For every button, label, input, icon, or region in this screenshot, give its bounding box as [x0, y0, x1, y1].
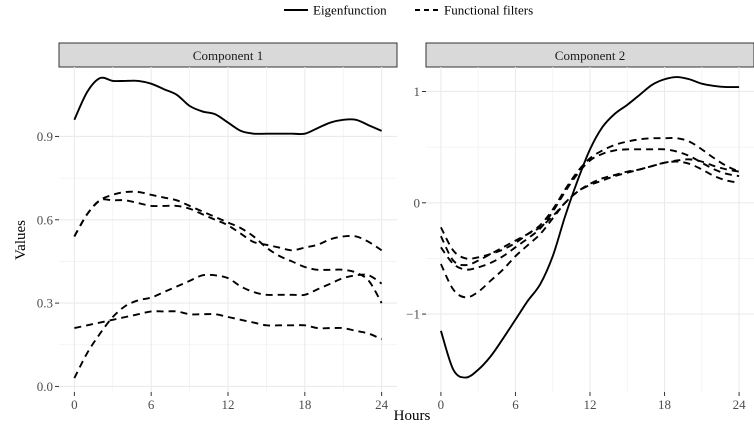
- x-tick-label: 24: [733, 397, 747, 412]
- y-tick-label: 1: [414, 84, 421, 99]
- gridlines: [426, 67, 754, 392]
- facet-strip: [58, 42, 398, 68]
- y-tick-label: −1: [406, 307, 420, 322]
- x-tick-label: 6: [148, 397, 155, 412]
- filter-line-4: [440, 160, 740, 267]
- facet-strip-label: Component 1: [193, 48, 263, 63]
- filter-line-4: [74, 310, 383, 341]
- gridlines: [59, 67, 397, 392]
- x-tick-label: 18: [658, 397, 671, 412]
- facet-panels: Component 10 6 12 18 240.00.30.60.9Component…: [37, 42, 754, 412]
- filter-line-3: [73, 273, 383, 379]
- y-tick-label: 0: [414, 195, 421, 210]
- y-axis-title: Values: [13, 220, 29, 260]
- y-tick-label: 0.0: [37, 379, 53, 394]
- x-tick-label: 12: [222, 397, 235, 412]
- legend-label-functional-filters: Functional filters: [444, 3, 533, 18]
- legend: Eigenfunction Functional filters: [284, 3, 533, 18]
- filter-line-1: [73, 190, 383, 304]
- legend-label-eigenfunction: Eigenfunction: [313, 3, 387, 18]
- y-tick-label: 0.9: [37, 129, 53, 144]
- y-tick-label: 0.3: [37, 296, 53, 311]
- eigenfunction-line: [73, 76, 383, 136]
- facet-component-2: Component 2 0 6 12 18 24 −1 0 1: [406, 42, 754, 412]
- facet-component-1: Component 1 0 6 12 18 24 0.0 0.3 0.6 0.9: [37, 42, 398, 412]
- filter-line-1: [440, 137, 740, 260]
- x-tick-label: 24: [375, 397, 389, 412]
- x-tick-label: 12: [584, 397, 597, 412]
- x-tick-label: 0: [71, 397, 78, 412]
- y-tick-label: 0.6: [37, 212, 54, 227]
- x-tick-label: 0: [438, 397, 445, 412]
- filter-line-3: [440, 158, 740, 299]
- x-tick-label: 18: [298, 397, 311, 412]
- filter-line-2: [440, 148, 740, 271]
- facet-strip-label: Component 2: [555, 48, 625, 63]
- eigenfunction-line: [440, 76, 740, 379]
- facet-strip: [425, 42, 754, 68]
- x-tick-label: 6: [512, 397, 519, 412]
- x-axis-title: Hours: [394, 408, 431, 424]
